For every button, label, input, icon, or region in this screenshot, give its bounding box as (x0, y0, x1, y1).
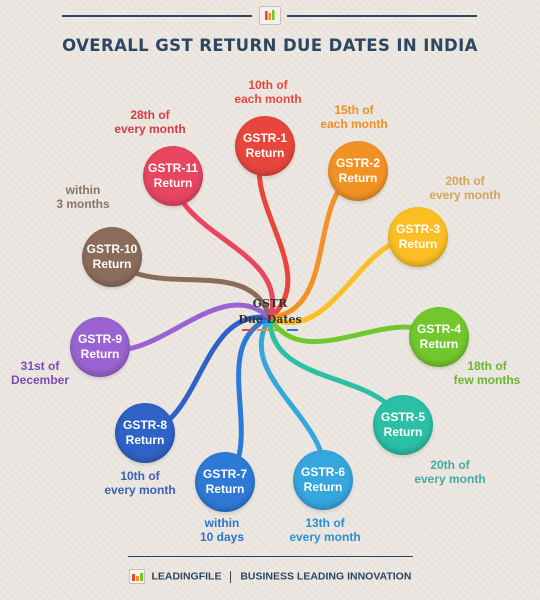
circle-label-name: GSTR-5 (380, 410, 425, 424)
gstr-circle-gstr-4: GSTR-4 Return (409, 307, 469, 367)
circle-label-sub: Return (245, 146, 285, 160)
due-date-gstr-10: within 3 months (56, 183, 110, 211)
bottom-divider (128, 556, 413, 557)
center-label: GSTR Due Dates (230, 296, 310, 333)
due-date-gstr-4: 18th of few months (453, 359, 521, 387)
footer: LEADINGFILE BUSINESS LEADING INNOVATION (0, 569, 540, 584)
circle-label-sub: Return (338, 171, 378, 185)
due-date-gstr-6: 13th of every month (289, 516, 361, 544)
due-date-gstr-5: 20th of every month (414, 458, 486, 486)
due-date-gstr-7: within 10 days (199, 516, 245, 544)
footer-tagline: BUSINESS LEADING INNOVATION (240, 570, 412, 583)
gstr-circle-gstr-7: GSTR-7 Return (195, 452, 255, 512)
center-color-bar-icon (242, 329, 298, 331)
due-date-gstr-2: 15th of each month (320, 103, 388, 131)
footer-logo-icon (128, 569, 145, 584)
gstr-circle-gstr-3: GSTR-3 Return (388, 207, 448, 267)
circle-label-sub: Return (80, 347, 120, 361)
due-date-gstr-8: 10th of every month (104, 469, 176, 497)
gstr-circle-gstr-10: GSTR-10 Return (82, 227, 142, 287)
gstr-circle-gstr-2: GSTR-2 Return (328, 141, 388, 201)
top-divider-right (287, 15, 477, 17)
due-date-gstr-3: 20th of every month (429, 174, 501, 202)
circle-label-name: GSTR-6 (300, 465, 345, 479)
center-label-line1: GSTR (252, 297, 288, 310)
circle-label-name: GSTR-8 (122, 418, 167, 432)
gstr-circle-gstr-11: GSTR-11 Return (143, 146, 203, 206)
circle-label-sub: Return (303, 480, 343, 494)
leadingfile-logo-icon (259, 6, 281, 25)
circle-label-name: GSTR-9 (77, 332, 122, 346)
circle-label-sub: Return (92, 257, 132, 271)
circle-label-name: GSTR-7 (202, 467, 247, 481)
due-date-gstr-11: 28th of every month (114, 108, 186, 136)
page-title: OVERALL GST RETURN DUE DATES IN INDIA (62, 36, 478, 55)
footer-separator (230, 570, 232, 583)
gstr-circle-gstr-9: GSTR-9 Return (70, 317, 130, 377)
gstr-circle-gstr-8: GSTR-8 Return (115, 403, 175, 463)
due-date-gstr-1: 10th of each month (234, 78, 302, 106)
circle-label-name: GSTR-4 (416, 322, 461, 336)
circle-label-name: GSTR-2 (335, 156, 380, 170)
circle-label-sub: Return (125, 433, 165, 447)
circle-label-sub: Return (398, 237, 438, 251)
circle-label-name: GSTR-10 (86, 242, 138, 256)
circle-label-name: GSTR-3 (395, 222, 440, 236)
footer-brand: LEADINGFILE (151, 570, 222, 583)
gstr-circle-gstr-1: GSTR-1 Return (235, 116, 295, 176)
circle-label-sub: Return (419, 337, 459, 351)
gstr-circle-gstr-5: GSTR-5 Return (373, 395, 433, 455)
circle-label-name: GSTR-1 (242, 131, 287, 145)
circle-label-sub: Return (205, 482, 245, 496)
gstr-circle-gstr-6: GSTR-6 Return (293, 450, 353, 510)
circle-label-name: GSTR-11 (147, 161, 198, 175)
center-label-line2: Due Dates (238, 313, 302, 326)
due-date-gstr-9: 31st of December (10, 359, 70, 387)
circle-label-sub: Return (383, 425, 423, 439)
top-divider-left (62, 15, 252, 17)
circle-label-sub: Return (153, 176, 193, 190)
